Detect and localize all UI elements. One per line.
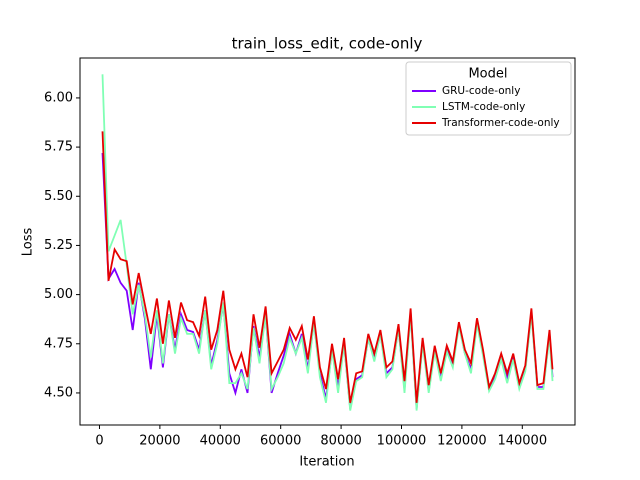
plot-frame [79, 57, 576, 426]
x-tick-label: 0 [95, 434, 103, 449]
legend-label: LSTM-code-only [442, 101, 525, 113]
chart-title: train_loss_edit, code-only [232, 35, 423, 54]
x-tick-label: 100000 [377, 434, 427, 449]
y-axis-label: Loss [21, 228, 36, 257]
x-tick-label: 140000 [497, 434, 547, 449]
x-tick-label: 120000 [437, 434, 487, 449]
y-tick-label: 4.75 [44, 336, 73, 351]
legend-label: Transformer-code-only [441, 117, 560, 129]
x-tick-label: 80000 [320, 434, 361, 449]
x-tick-label: 60000 [260, 434, 301, 449]
y-tick-label: 5.50 [44, 189, 73, 204]
legend-box [405, 61, 572, 136]
x-axis-label: Iteration [299, 455, 354, 470]
y-tick-label: 6.00 [44, 90, 73, 105]
data-line [101, 74, 554, 411]
x-tick-label: 40000 [200, 434, 241, 449]
y-tick-label: 5.00 [44, 287, 73, 302]
x-tick-label: 20000 [139, 434, 180, 449]
data-line [101, 131, 554, 403]
y-tick-label: 4.50 [44, 385, 73, 400]
y-tick-label: 5.75 [44, 140, 73, 155]
legend-title: Model [468, 67, 507, 82]
legend-label: GRU-code-only [442, 85, 520, 97]
y-tick-label: 5.25 [44, 238, 73, 253]
